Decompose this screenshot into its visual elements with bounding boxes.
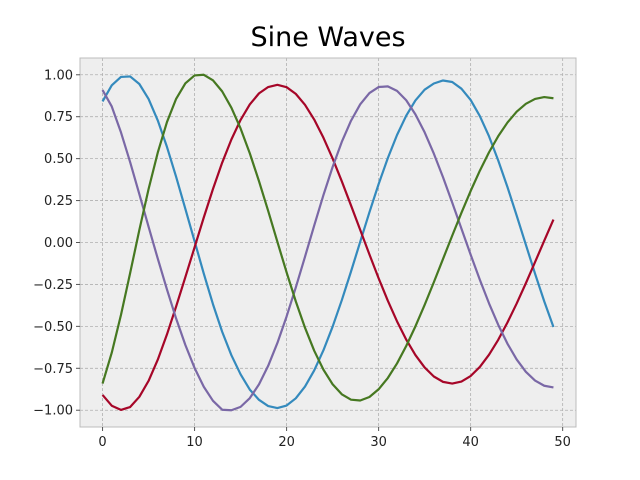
x-tick-label: 20	[278, 435, 295, 450]
y-tick-label: 1.00	[44, 68, 73, 83]
x-tick-label: 10	[186, 435, 203, 450]
chart-title: Sine Waves	[250, 22, 406, 53]
y-tick-label: 0.25	[44, 194, 73, 209]
y-tick-label: −1.00	[33, 404, 73, 419]
x-tick-label: 40	[462, 435, 479, 450]
x-tick-label: 30	[370, 435, 387, 450]
y-tick-label: −0.25	[33, 278, 73, 293]
y-tick-label: 0.75	[44, 110, 73, 125]
y-tick-label: −0.75	[33, 362, 73, 377]
x-tick-label: 0	[98, 435, 106, 450]
y-tick-label: 0.50	[44, 152, 73, 167]
series-line-4	[101, 73, 554, 402]
series-line-3	[101, 85, 554, 412]
x-tick-label: 50	[554, 435, 571, 450]
y-tick-label: −0.50	[33, 320, 73, 335]
y-tick-label: 0.00	[44, 236, 73, 251]
series-line-2	[101, 83, 555, 411]
series-line-1	[101, 75, 555, 410]
